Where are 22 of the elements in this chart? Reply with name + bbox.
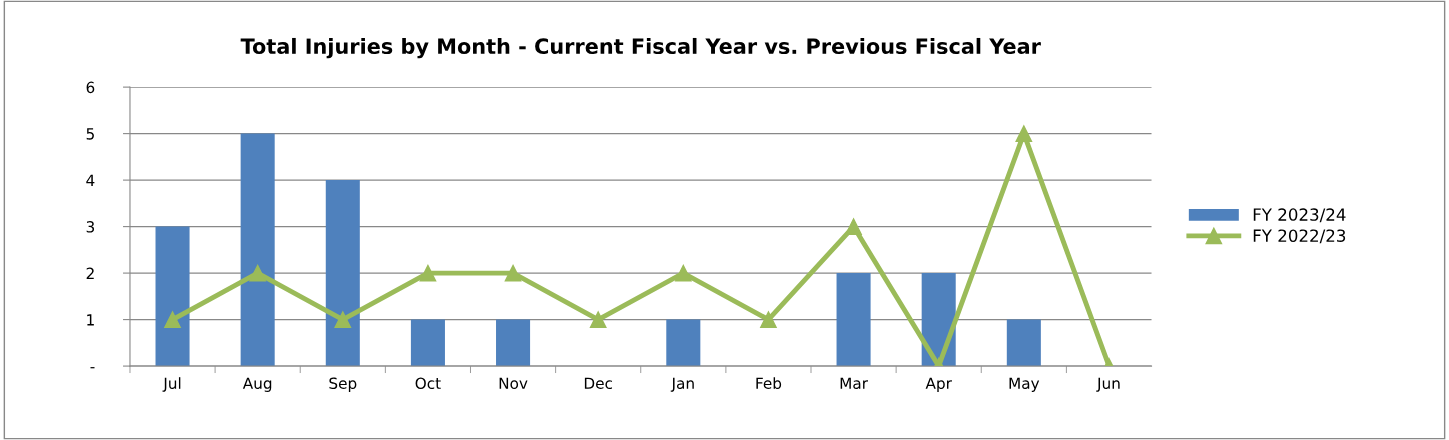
y-tick-label: 1 <box>87 314 94 326</box>
chart-title: Total Injuries by Month - Current Fiscal Year vs. Previous Fiscal Year <box>240 37 1041 59</box>
y-tick-label: - <box>90 367 95 369</box>
x-tick-label: Aug <box>242 377 272 392</box>
x-tick-label: Oct <box>415 377 441 390</box>
legend-label: FY 2022/23 <box>1253 229 1346 244</box>
y-tick-label: 5 <box>86 128 94 140</box>
y-tick-label: 4 <box>86 174 95 186</box>
y-tick-label: 6 <box>86 81 95 94</box>
y-tick-label: 3 <box>86 221 95 233</box>
x-tick-label: Jan <box>670 377 694 392</box>
x-tick-label: Jun <box>1096 377 1120 392</box>
x-tick-label: May <box>1009 377 1040 392</box>
x-tick-label: Sep <box>329 377 357 392</box>
x-tick-label: Feb <box>756 377 782 390</box>
x-tick-label: Nov <box>499 377 528 390</box>
y-tick-label: 2 <box>86 267 94 279</box>
x-tick-label: Apr <box>925 377 952 392</box>
x-tick-label: Dec <box>584 377 613 390</box>
x-tick-label: Jul <box>162 377 181 392</box>
legend-label: FY 2023/24 <box>1253 208 1346 223</box>
x-tick-label: Mar <box>840 377 868 390</box>
